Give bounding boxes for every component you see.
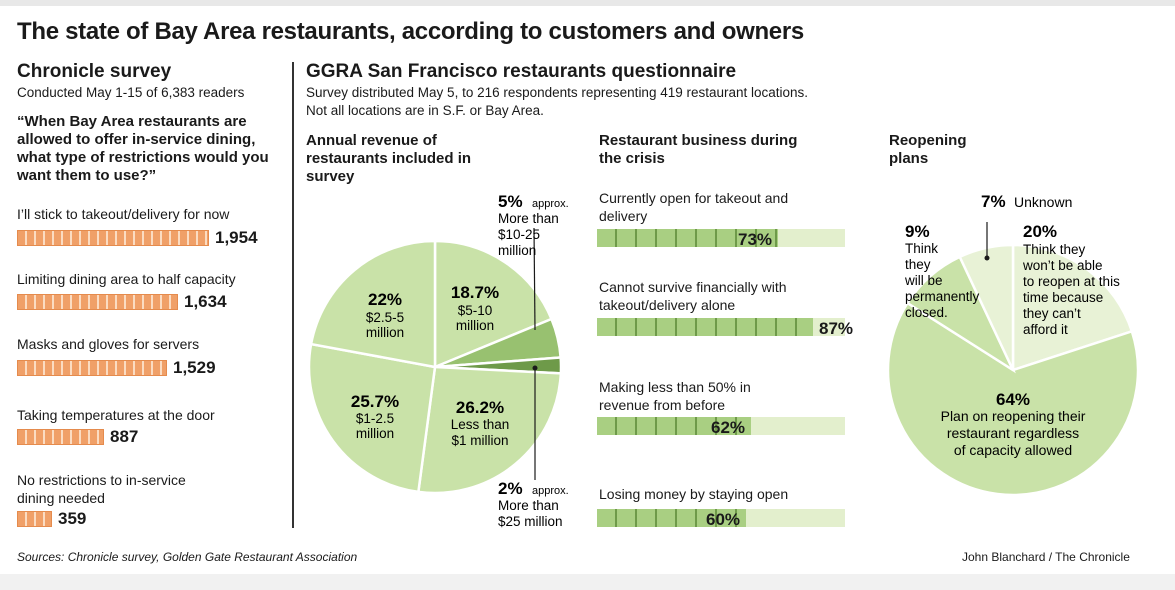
slice-pct: 18.7% — [451, 283, 499, 302]
ggra-subtitle-2: Not all locations are in S.F. or Bay Are… — [306, 103, 544, 118]
restriction-label: Masks and gloves for servers — [17, 336, 200, 352]
restriction-bar — [17, 230, 209, 246]
restriction-value: 1,634 — [184, 292, 227, 311]
pie-slice — [416, 365, 563, 495]
credit-line: John Blanchard / The Chronicle — [962, 550, 1130, 564]
business-bar-track — [597, 229, 845, 247]
bottom-border — [0, 574, 1175, 590]
business-bar-fill — [597, 417, 751, 435]
slice-label: will be — [904, 273, 943, 288]
slice-label: of capacity allowed — [954, 442, 1072, 458]
business-stat-value: 73% — [738, 230, 773, 249]
slice-label: million — [366, 325, 404, 340]
business-stat-label: Cannot survive financially with takeout/… — [599, 279, 787, 313]
slice-label: Think they — [1023, 242, 1086, 257]
business-bar-track — [597, 509, 845, 527]
slice-label: More than — [498, 211, 559, 226]
restriction-label: Limiting dining area to half capacity — [17, 271, 236, 287]
slice-label: $2.5-5 — [366, 310, 404, 325]
pie-slice — [307, 342, 437, 494]
business-bar-fill — [597, 229, 778, 247]
survey-question: “When Bay Area restaurants are allowed t… — [17, 113, 269, 184]
slice-label: $10-25 — [498, 227, 540, 242]
slice-pct: 2% — [498, 479, 523, 498]
restriction-value: 1,954 — [215, 228, 258, 247]
business-stat-label: Losing money by staying open — [599, 486, 789, 502]
chronicle-survey-subtitle: Conducted May 1-15 of 6,383 readers — [17, 85, 245, 100]
leader-dot — [532, 365, 538, 371]
restriction-label: No restrictions to in-service dining nee… — [17, 472, 186, 506]
restriction-bar — [17, 511, 52, 527]
slice-label: to reopen at this — [1023, 274, 1120, 289]
pie-slice — [1011, 243, 1134, 372]
business-stat-value: 87% — [819, 319, 854, 338]
business-bar-fill — [597, 318, 813, 336]
slice-label: Think — [905, 241, 938, 256]
slice-pct: 9% — [905, 222, 930, 241]
restriction-bar — [17, 429, 104, 445]
business-stat-label: Making less than 50% in revenue from bef… — [599, 379, 751, 413]
revenue-pie-chart: 22% $2.5-5 million 18.7% $5-10 million 2… — [307, 192, 569, 529]
slice-label: $5-10 — [458, 303, 493, 318]
ggra-title: GGRA San Francisco restaurants questionn… — [306, 61, 737, 82]
restriction-label: I’ll stick to takeout/delivery for now — [17, 206, 230, 222]
slice-label: More than — [498, 498, 559, 513]
business-bar-track — [597, 318, 845, 336]
pie-slice — [958, 243, 1015, 371]
slice-pct: 26.2% — [456, 398, 504, 417]
chronicle-survey-title: Chronicle survey — [17, 61, 172, 82]
top-border — [0, 0, 1175, 6]
approx-label: approx. — [532, 485, 569, 497]
pie-slice — [309, 239, 437, 369]
restriction-value: 1,529 — [173, 358, 216, 377]
section-divider — [292, 62, 294, 528]
approx-label: approx. — [532, 198, 569, 210]
revenue-chart-title: Annual revenue of restaurants included i… — [306, 132, 472, 185]
slice-label: time because — [1023, 290, 1103, 305]
business-bar-fill — [597, 509, 746, 527]
slice-pct: 64% — [996, 390, 1030, 409]
slice-label: afford it — [1023, 322, 1068, 337]
leader-dot — [984, 255, 990, 261]
slice-pct: 7% — [981, 192, 1006, 211]
slice-label: million — [356, 426, 394, 441]
slice-label: Unknown — [1014, 194, 1072, 210]
sources-note: Sources: Chronicle survey, Golden Gate R… — [17, 550, 358, 564]
slice-label: million — [498, 243, 536, 258]
restriction-value: 887 — [110, 427, 139, 446]
restriction-bar — [17, 294, 178, 310]
slice-label: million — [456, 318, 494, 333]
slice-pct: 20% — [1023, 222, 1057, 241]
restriction-label: Taking temperatures at the door — [17, 407, 215, 423]
slice-pct: 5% — [498, 192, 523, 211]
slice-label: $1 million — [451, 433, 508, 448]
business-chart-title: Restaurant business during the crisis — [599, 132, 798, 167]
slice-label: Plan on reopening their — [941, 408, 1086, 424]
slice-label: they — [905, 257, 931, 272]
slice-label: permanently — [905, 289, 980, 304]
slice-label: won’t be able — [1022, 258, 1103, 273]
slice-label: $25 million — [498, 514, 563, 529]
business-stat-value: 60% — [706, 510, 741, 529]
slice-label: Less than — [451, 417, 510, 432]
ggra-subtitle-1: Survey distributed May 5, to 216 respond… — [306, 85, 809, 100]
restriction-value: 359 — [58, 509, 87, 528]
pie-slice — [433, 239, 554, 369]
slice-label: $1-2.5 — [356, 411, 394, 426]
pie-slice — [886, 301, 1140, 497]
slice-pct: 25.7% — [351, 392, 399, 411]
slice-pct: 22% — [368, 290, 402, 309]
leader-line — [533, 227, 536, 331]
slice-label: they can’t — [1023, 306, 1081, 321]
slice-label: closed. — [905, 305, 948, 320]
business-stat-value: 62% — [711, 418, 746, 437]
page-title: The state of Bay Area restaurants, accor… — [17, 18, 804, 45]
restriction-bar — [17, 360, 167, 376]
business-bar-track — [597, 417, 845, 435]
reopening-pie-chart: 7% Unknown 9% Think they will be permane… — [886, 192, 1140, 497]
slice-label: restaurant regardless — [947, 425, 1079, 441]
reopening-chart-title: Reopening plans — [889, 132, 967, 167]
business-stat-label: Currently open for takeout and delivery — [599, 190, 789, 224]
